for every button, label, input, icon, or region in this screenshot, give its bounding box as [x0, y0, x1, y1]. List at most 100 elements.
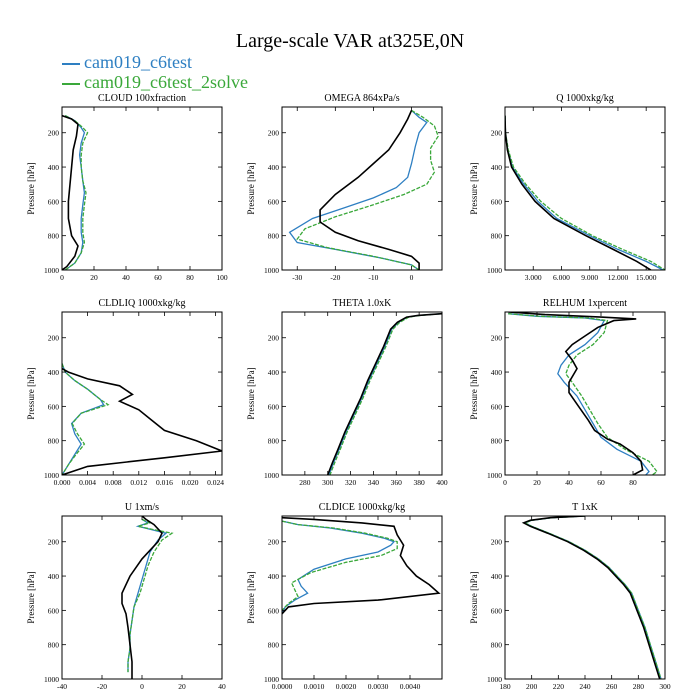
series-line [328, 313, 442, 475]
x-tick-label: 0.012 [130, 478, 147, 487]
y-tick-label: 400 [268, 368, 280, 377]
panel-3: Q 1000xkg/kg Pressure [hPa] 200 400 600 800 10… [469, 93, 666, 282]
y-axis-label: Pressure [hPa] [469, 162, 479, 214]
y-tick-label: 400 [48, 572, 60, 581]
x-tick-label: 200 [526, 682, 538, 691]
legend-entry-1: cam019_c6test [62, 52, 192, 73]
series-line [62, 363, 110, 475]
x-tick-label: 0 [410, 273, 414, 282]
y-axis-label: Pressure [hPa] [246, 162, 256, 214]
plot-frame [504, 311, 666, 476]
x-tick-label: 100 [216, 273, 228, 282]
x-tick-label: 0.0000 [272, 682, 293, 691]
y-tick-label: 200 [48, 129, 60, 138]
plot-frame [61, 515, 223, 680]
chart-title: Large-scale VAR at325E,0N [235, 30, 465, 52]
y-tick-label: 1000 [44, 266, 59, 275]
panel-title: RELHUM 1xpercent [543, 298, 627, 309]
y-tick-label: 1000 [487, 471, 502, 480]
plot-frame [281, 311, 443, 476]
y-tick-label: 600 [491, 606, 503, 615]
panel-title: CLDICE 1000xkg/kg [319, 502, 405, 513]
y-tick-label: 400 [491, 368, 503, 377]
x-tick-label: 20 [90, 273, 98, 282]
y-tick-label: 1000 [264, 266, 279, 275]
x-tick-label: 0 [503, 478, 507, 487]
series-line [505, 115, 652, 270]
panel-title: Q 1000xkg/kg [556, 93, 614, 104]
x-tick-label: -20 [330, 273, 340, 282]
y-tick-label: 600 [48, 606, 60, 615]
y-tick-label: 800 [491, 437, 503, 446]
x-tick-label: -30 [292, 273, 302, 282]
series-line [64, 115, 89, 270]
x-tick-label: 40 [122, 273, 130, 282]
x-tick-label: 20 [533, 478, 541, 487]
x-tick-label: 60 [154, 273, 162, 282]
x-tick-label: 320 [345, 478, 357, 487]
panel-5: THETA 1.0xK Pressure [hPa] 200 400 600 800 100… [246, 298, 448, 487]
y-tick-label: 800 [48, 232, 60, 241]
series-line [62, 367, 222, 475]
x-tick-label: -10 [368, 273, 378, 282]
x-tick-label: 0.008 [105, 478, 122, 487]
y-tick-label: 800 [48, 437, 60, 446]
y-axis-label: Pressure [hPa] [26, 571, 36, 623]
x-tick-label: 20 [178, 682, 186, 691]
x-tick-label: 0 [140, 682, 144, 691]
series-line [282, 516, 441, 615]
series-line [64, 115, 86, 270]
x-tick-label: 280 [633, 682, 645, 691]
y-tick-label: 600 [268, 606, 280, 615]
y-axis-label: Pressure [hPa] [26, 367, 36, 419]
x-tick-label: 9.000 [581, 273, 598, 282]
x-tick-label: 180 [499, 682, 511, 691]
y-axis-label: Pressure [hPa] [26, 162, 36, 214]
y-axis-label: Pressure [hPa] [246, 571, 256, 623]
y-tick-label: 1000 [264, 675, 279, 684]
y-axis-label: Pressure [hPa] [469, 571, 479, 623]
legend-label-2: cam019_c6test_2solve [84, 72, 248, 92]
series-line [508, 313, 650, 475]
x-tick-label: 0.000 [54, 478, 71, 487]
legend-swatch-1 [62, 62, 80, 65]
series-line [319, 110, 420, 270]
y-tick-label: 400 [268, 572, 280, 581]
y-tick-label: 600 [491, 402, 503, 411]
x-tick-label: 360 [391, 478, 403, 487]
series-line [521, 516, 661, 679]
x-tick-label: 3.000 [525, 273, 542, 282]
y-tick-label: 200 [268, 538, 280, 547]
x-tick-label: -20 [97, 682, 107, 691]
y-tick-label: 800 [268, 437, 280, 446]
x-tick-label: 60 [597, 478, 605, 487]
panel-8: CLDICE 1000xkg/kg Pressure [hPa] 200 400 600… [246, 502, 443, 691]
panel-2: OMEGA 864xPa/s Pressure [hPa] 200 400 600 800… [246, 93, 443, 282]
panel-4: CLDLIQ 1000xkg/kg Pressure [hPa] 200 400 600… [26, 298, 224, 487]
y-tick-label: 1000 [264, 471, 279, 480]
x-tick-label: 0.020 [182, 478, 199, 487]
series-line [127, 518, 174, 673]
y-tick-label: 1000 [487, 675, 502, 684]
panel-title: U 1xm/s [125, 502, 159, 513]
panel-title: T 1xK [572, 502, 598, 513]
x-tick-label: 0.0040 [400, 682, 421, 691]
y-tick-label: 600 [268, 197, 280, 206]
y-tick-label: 800 [491, 641, 503, 650]
x-tick-label: 340 [368, 478, 380, 487]
series-line [329, 313, 442, 475]
y-tick-label: 1000 [487, 266, 502, 275]
series-line [62, 114, 79, 270]
x-tick-label: 80 [629, 478, 637, 487]
y-tick-label: 400 [268, 163, 280, 172]
x-tick-label: 0.024 [207, 478, 224, 487]
series-line [288, 109, 428, 270]
y-tick-label: 200 [491, 538, 503, 547]
y-tick-label: 200 [491, 334, 503, 343]
x-tick-label: 0 [60, 273, 64, 282]
y-tick-label: 600 [268, 402, 280, 411]
